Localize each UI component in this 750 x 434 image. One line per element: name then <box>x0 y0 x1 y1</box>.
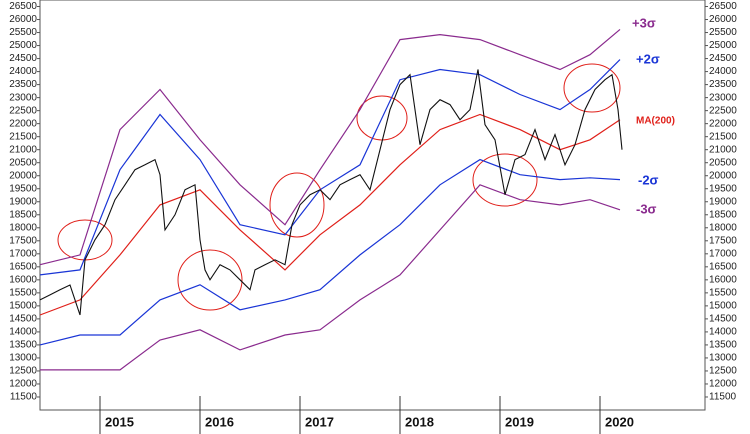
series-label: -3σ <box>636 201 657 216</box>
y-tick-label-right: 19500 <box>709 183 737 194</box>
series-line <box>39 59 621 276</box>
y-tick-label-right: 12500 <box>709 366 737 377</box>
y-tick-label-right: 12000 <box>709 379 737 390</box>
series-label: -2σ <box>638 172 659 187</box>
y-tick-label-right: 23500 <box>709 79 737 90</box>
y-tick-label: 18500 <box>9 209 37 220</box>
y-tick-label-right: 18500 <box>709 209 737 220</box>
y-tick-label-right: 18000 <box>709 222 737 233</box>
y-tick-label: 21000 <box>9 144 37 155</box>
x-tick-label: 2016 <box>205 414 234 429</box>
series-line <box>39 28 621 266</box>
circle <box>472 153 538 207</box>
y-tick-label-right: 17000 <box>709 248 737 259</box>
y-tick-label-right: 26000 <box>709 14 737 25</box>
series-label: MA(200) <box>636 116 675 127</box>
y-tick-label: 14500 <box>9 314 37 325</box>
y-tick-label-right: 16000 <box>709 274 737 285</box>
y-tick-label: 16000 <box>9 274 37 285</box>
y-tick-label-right: 19000 <box>709 196 737 207</box>
y-tick-label-right: 11500 <box>709 392 737 403</box>
y-tick-label-right: 13500 <box>709 340 737 351</box>
y-tick-label-right: 17500 <box>709 235 737 246</box>
series-line <box>39 158 621 346</box>
y-tick-label-right: 21000 <box>709 144 737 155</box>
y-tick-label: 12000 <box>9 379 37 390</box>
y-tick-label: 11500 <box>10 392 38 403</box>
y-tick-label: 19000 <box>9 196 37 207</box>
y-tick-label-right: 25500 <box>709 27 737 38</box>
y-tick-label: 23500 <box>9 79 37 90</box>
y-tick-label-right: 14500 <box>709 314 737 325</box>
y-tick-label: 16500 <box>9 261 37 272</box>
y-tick-label-right: 25000 <box>709 40 737 51</box>
y-tick-label-right: 16500 <box>709 261 737 272</box>
y-tick-label-right: 20500 <box>709 157 737 168</box>
y-tick-label: 22000 <box>9 118 37 129</box>
y-tick-label: 13500 <box>9 340 37 351</box>
y-tick-label: 12500 <box>9 366 37 377</box>
y-tick-label: 15000 <box>9 301 37 312</box>
y-tick-label-right: 23000 <box>709 92 737 103</box>
y-tick-label-right: 22000 <box>709 118 737 129</box>
y-tick-label-right: 24500 <box>709 53 737 64</box>
y-tick-label: 15500 <box>9 287 37 298</box>
y-tick-label: 18000 <box>9 222 37 233</box>
y-tick-label-right: 24000 <box>709 66 737 77</box>
y-tick-label: 23000 <box>9 92 37 103</box>
x-tick-label: 2015 <box>105 414 134 429</box>
y-tick-label: 26500 <box>9 1 37 12</box>
y-tick-label: 17500 <box>9 235 37 246</box>
y-tick-label-right: 20000 <box>709 170 737 181</box>
series-line <box>39 69 623 316</box>
series-label: +2σ <box>636 51 660 66</box>
y-tick-label: 19500 <box>9 183 37 194</box>
y-tick-label: 13000 <box>9 353 37 364</box>
y-tick-label-right: 15500 <box>709 287 737 298</box>
series-line <box>39 113 621 316</box>
x-tick-label: 2017 <box>305 414 334 429</box>
y-tick-label: 21500 <box>9 131 37 142</box>
y-tick-label: 17000 <box>9 248 37 259</box>
x-tick-label: 2018 <box>405 414 434 429</box>
y-tick-label: 20000 <box>9 170 37 181</box>
y-tick-label: 25000 <box>9 40 37 51</box>
y-tick-label: 24000 <box>9 66 37 77</box>
circle <box>177 249 243 311</box>
series-label: +3σ <box>632 15 656 30</box>
plot-frame <box>39 0 706 411</box>
y-tick-label-right: 22500 <box>709 105 737 116</box>
y-tick-label: 26000 <box>9 14 37 25</box>
y-tick-label-right: 13000 <box>709 353 737 364</box>
y-tick-label-right: 14000 <box>709 327 737 338</box>
circle <box>563 63 621 113</box>
y-tick-label: 22500 <box>9 105 37 116</box>
x-tick-label: 2019 <box>505 414 534 429</box>
y-tick-label-right: 21500 <box>709 131 737 142</box>
y-tick-label-right: 15000 <box>709 301 737 312</box>
y-tick-label: 14000 <box>9 327 37 338</box>
y-tick-label: 25500 <box>9 27 37 38</box>
y-tick-label-right: 26500 <box>709 1 737 12</box>
y-tick-label: 20500 <box>9 157 37 168</box>
circle <box>269 172 325 238</box>
series-line <box>40 184 621 371</box>
y-tick-label: 24500 <box>9 53 37 64</box>
x-tick-label: 2020 <box>605 414 634 429</box>
